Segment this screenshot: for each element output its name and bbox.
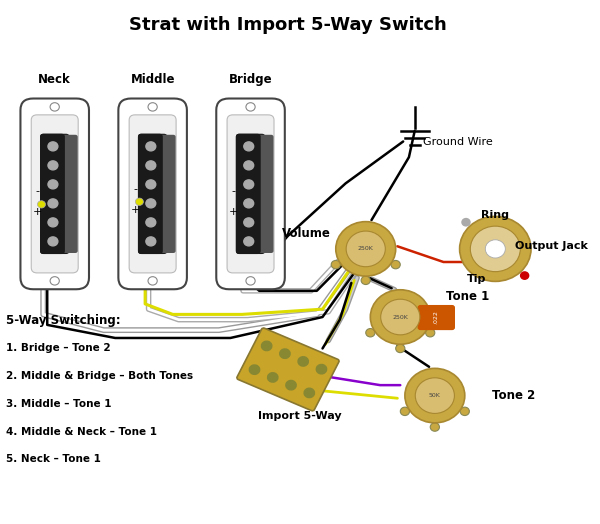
Circle shape xyxy=(146,161,156,170)
Circle shape xyxy=(244,199,254,208)
FancyBboxPatch shape xyxy=(118,99,187,289)
Text: Strat with Import 5-Way Switch: Strat with Import 5-Way Switch xyxy=(129,16,447,34)
Text: 2. Middle & Bridge – Both Tones: 2. Middle & Bridge – Both Tones xyxy=(6,371,193,381)
Text: -: - xyxy=(231,186,235,196)
Circle shape xyxy=(48,237,58,246)
Circle shape xyxy=(460,216,531,281)
Circle shape xyxy=(268,373,278,382)
Text: 250K: 250K xyxy=(392,314,408,320)
Circle shape xyxy=(430,423,439,431)
Circle shape xyxy=(370,290,430,344)
Circle shape xyxy=(425,329,435,337)
Circle shape xyxy=(146,218,156,227)
Circle shape xyxy=(244,161,254,170)
Text: Middle: Middle xyxy=(130,73,175,86)
Circle shape xyxy=(37,201,46,208)
Text: Ring: Ring xyxy=(481,210,509,220)
FancyBboxPatch shape xyxy=(129,115,176,273)
Text: 5-Way Switching:: 5-Way Switching: xyxy=(6,314,121,328)
Circle shape xyxy=(361,276,370,285)
FancyBboxPatch shape xyxy=(216,99,285,289)
Text: -: - xyxy=(35,186,40,196)
Circle shape xyxy=(381,299,420,335)
Text: +: + xyxy=(229,207,238,217)
Circle shape xyxy=(400,407,410,416)
Text: Ground Wire: Ground Wire xyxy=(424,137,493,147)
Text: +: + xyxy=(33,207,42,217)
Text: 1. Bridge – Tone 2: 1. Bridge – Tone 2 xyxy=(6,343,110,353)
Circle shape xyxy=(146,199,156,208)
Circle shape xyxy=(304,388,314,398)
Text: -: - xyxy=(133,183,137,194)
Circle shape xyxy=(48,142,58,151)
Circle shape xyxy=(244,142,254,151)
Circle shape xyxy=(50,103,59,111)
Circle shape xyxy=(244,218,254,227)
Text: +: + xyxy=(131,204,140,215)
FancyBboxPatch shape xyxy=(237,328,339,411)
FancyBboxPatch shape xyxy=(257,135,274,253)
Circle shape xyxy=(48,180,58,189)
Text: 4. Middle & Neck – Tone 1: 4. Middle & Neck – Tone 1 xyxy=(6,427,157,436)
Text: 250K: 250K xyxy=(358,246,374,252)
Circle shape xyxy=(146,142,156,151)
Circle shape xyxy=(48,199,58,208)
Circle shape xyxy=(148,277,157,285)
Circle shape xyxy=(460,407,469,416)
Circle shape xyxy=(336,222,395,276)
Circle shape xyxy=(246,277,255,285)
FancyBboxPatch shape xyxy=(158,135,176,253)
Circle shape xyxy=(298,357,308,366)
FancyBboxPatch shape xyxy=(31,115,78,273)
FancyBboxPatch shape xyxy=(227,115,274,273)
Circle shape xyxy=(395,344,405,353)
FancyBboxPatch shape xyxy=(138,134,163,254)
Text: 5. Neck – Tone 1: 5. Neck – Tone 1 xyxy=(6,454,101,464)
Text: Volume: Volume xyxy=(282,227,331,239)
Text: 50K: 50K xyxy=(429,393,441,398)
Circle shape xyxy=(280,349,290,358)
Text: .022: .022 xyxy=(433,311,439,324)
Circle shape xyxy=(470,226,520,271)
Text: Import 5-Way: Import 5-Way xyxy=(257,411,341,421)
Circle shape xyxy=(331,260,340,269)
Text: Output Jack: Output Jack xyxy=(515,241,589,252)
Circle shape xyxy=(262,341,272,351)
FancyBboxPatch shape xyxy=(40,134,65,254)
Circle shape xyxy=(391,260,400,269)
Circle shape xyxy=(48,161,58,170)
Circle shape xyxy=(136,198,143,205)
FancyBboxPatch shape xyxy=(20,99,89,289)
Circle shape xyxy=(316,365,326,374)
Text: Bridge: Bridge xyxy=(229,73,272,86)
Circle shape xyxy=(148,103,157,111)
FancyBboxPatch shape xyxy=(236,134,261,254)
Text: Tip: Tip xyxy=(467,274,486,284)
Circle shape xyxy=(346,231,385,267)
Circle shape xyxy=(286,380,296,390)
FancyBboxPatch shape xyxy=(61,135,78,253)
Circle shape xyxy=(146,237,156,246)
Circle shape xyxy=(415,378,454,413)
Text: Neck: Neck xyxy=(38,73,71,86)
Circle shape xyxy=(366,329,375,337)
Circle shape xyxy=(521,272,529,279)
FancyBboxPatch shape xyxy=(138,134,167,254)
Text: Tone 1: Tone 1 xyxy=(446,290,490,302)
Circle shape xyxy=(250,365,260,374)
Circle shape xyxy=(485,240,505,258)
Circle shape xyxy=(48,218,58,227)
FancyBboxPatch shape xyxy=(40,134,70,254)
FancyBboxPatch shape xyxy=(236,134,265,254)
Text: Tone 2: Tone 2 xyxy=(493,389,536,402)
FancyBboxPatch shape xyxy=(418,305,455,330)
Circle shape xyxy=(146,180,156,189)
Circle shape xyxy=(462,219,470,226)
Circle shape xyxy=(244,237,254,246)
Circle shape xyxy=(50,277,59,285)
Circle shape xyxy=(246,103,255,111)
Circle shape xyxy=(405,368,465,423)
Circle shape xyxy=(244,180,254,189)
Text: 3. Middle – Tone 1: 3. Middle – Tone 1 xyxy=(6,399,111,409)
